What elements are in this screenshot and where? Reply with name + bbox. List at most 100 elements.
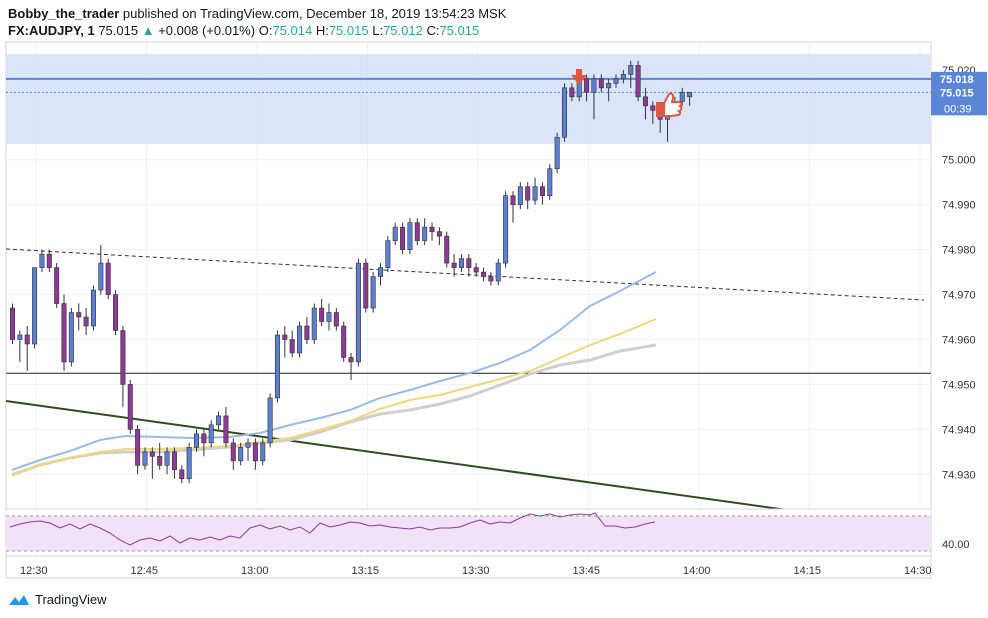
candle (289, 330, 295, 358)
candle-body (635, 65, 641, 98)
candle (348, 352, 354, 380)
candle (400, 222, 406, 255)
close-value: 75.015 (439, 23, 480, 38)
price-tick-label: 74.970 (942, 290, 976, 302)
candle (355, 258, 361, 367)
time-tick-label: 12:30 (20, 565, 48, 577)
candle (61, 294, 67, 371)
candle (194, 429, 200, 452)
author-name[interactable]: Bobby_the_trader (8, 6, 120, 21)
candle (554, 132, 560, 174)
candle (385, 236, 391, 273)
candle (650, 101, 656, 124)
grid-lines (6, 42, 931, 556)
candle-body (606, 83, 612, 89)
candle (392, 222, 398, 246)
candle (201, 429, 207, 457)
candle (561, 83, 567, 142)
candle-body (466, 258, 472, 268)
candle (113, 290, 119, 335)
candle (613, 74, 619, 88)
candle (510, 191, 516, 223)
candle (635, 60, 641, 102)
candle (260, 438, 266, 466)
candle (245, 438, 251, 461)
candle-body (297, 325, 303, 354)
candle-body (422, 226, 428, 241)
open-value: 75.014 (272, 23, 313, 38)
candle (377, 263, 383, 286)
candle-body (481, 271, 487, 277)
candle-body (348, 357, 354, 363)
candle (473, 263, 479, 277)
axis-last-price-label: 75.015 00:39 (931, 85, 987, 116)
candle (230, 438, 236, 470)
candle (311, 303, 317, 344)
high-label: H: (315, 23, 329, 38)
publish-text: published on TradingView.com, December 1… (119, 6, 507, 21)
candle-body (377, 267, 383, 277)
candle-body (186, 447, 192, 480)
candle-body (179, 469, 185, 480)
candle-body (561, 87, 567, 138)
candle (54, 263, 60, 309)
candle (46, 249, 52, 273)
price-axis[interactable]: 75.02075.00074.99074.98074.97074.96074.9… (942, 65, 976, 481)
candle (598, 74, 604, 93)
candle (142, 447, 148, 470)
last-price-label-bg (931, 85, 987, 116)
candle-body (282, 334, 288, 340)
arrow-down-icon (571, 69, 587, 85)
candle (539, 182, 545, 205)
time-tick-label: 14:00 (683, 565, 711, 577)
candle (584, 74, 590, 102)
candle-body (10, 307, 16, 340)
time-tick-label: 14:15 (794, 565, 822, 577)
candle-body (171, 451, 177, 471)
candle (363, 258, 369, 313)
candle-body (252, 442, 258, 462)
candle (223, 406, 229, 448)
candle (83, 308, 89, 335)
candle (319, 299, 325, 327)
candle-body (208, 424, 214, 444)
tradingview-logo[interactable]: TradingView (8, 592, 107, 607)
candle (24, 326, 30, 371)
candle-body (628, 65, 634, 75)
candle (620, 69, 626, 84)
candle-body (392, 226, 398, 241)
candle-body (32, 267, 38, 345)
rsi-line (9, 512, 656, 546)
candle (149, 447, 155, 479)
candle (444, 231, 450, 268)
candle-body (503, 195, 509, 264)
price-tick-label: 74.940 (942, 424, 976, 436)
candle (179, 465, 185, 484)
candle (238, 442, 244, 466)
candle (282, 326, 288, 358)
time-tick-label: 13:15 (352, 565, 380, 577)
candle-body (620, 74, 626, 80)
candle (208, 420, 214, 448)
triangle-up-icon: ▲ (141, 23, 155, 38)
candle (687, 92, 693, 106)
candle (407, 218, 413, 255)
candle (503, 191, 509, 268)
time-axis[interactable]: 12:30 12:45 13:00 13:15 13:30 13:45 14:00 14:15… (20, 565, 932, 577)
candle-body (17, 334, 23, 340)
candle-body (260, 442, 266, 462)
candle (32, 267, 38, 349)
candle-body (267, 397, 273, 444)
candle (164, 447, 170, 475)
price-tick-label: 74.930 (942, 469, 976, 481)
candle-body (68, 312, 74, 363)
time-tick-label: 13:45 (573, 565, 601, 577)
candle-body (238, 447, 244, 462)
candle-body (149, 451, 155, 457)
candle (90, 285, 96, 331)
candle-body (194, 433, 200, 448)
candle-body (539, 186, 545, 196)
candle-body (46, 253, 52, 268)
candle (642, 87, 648, 120)
